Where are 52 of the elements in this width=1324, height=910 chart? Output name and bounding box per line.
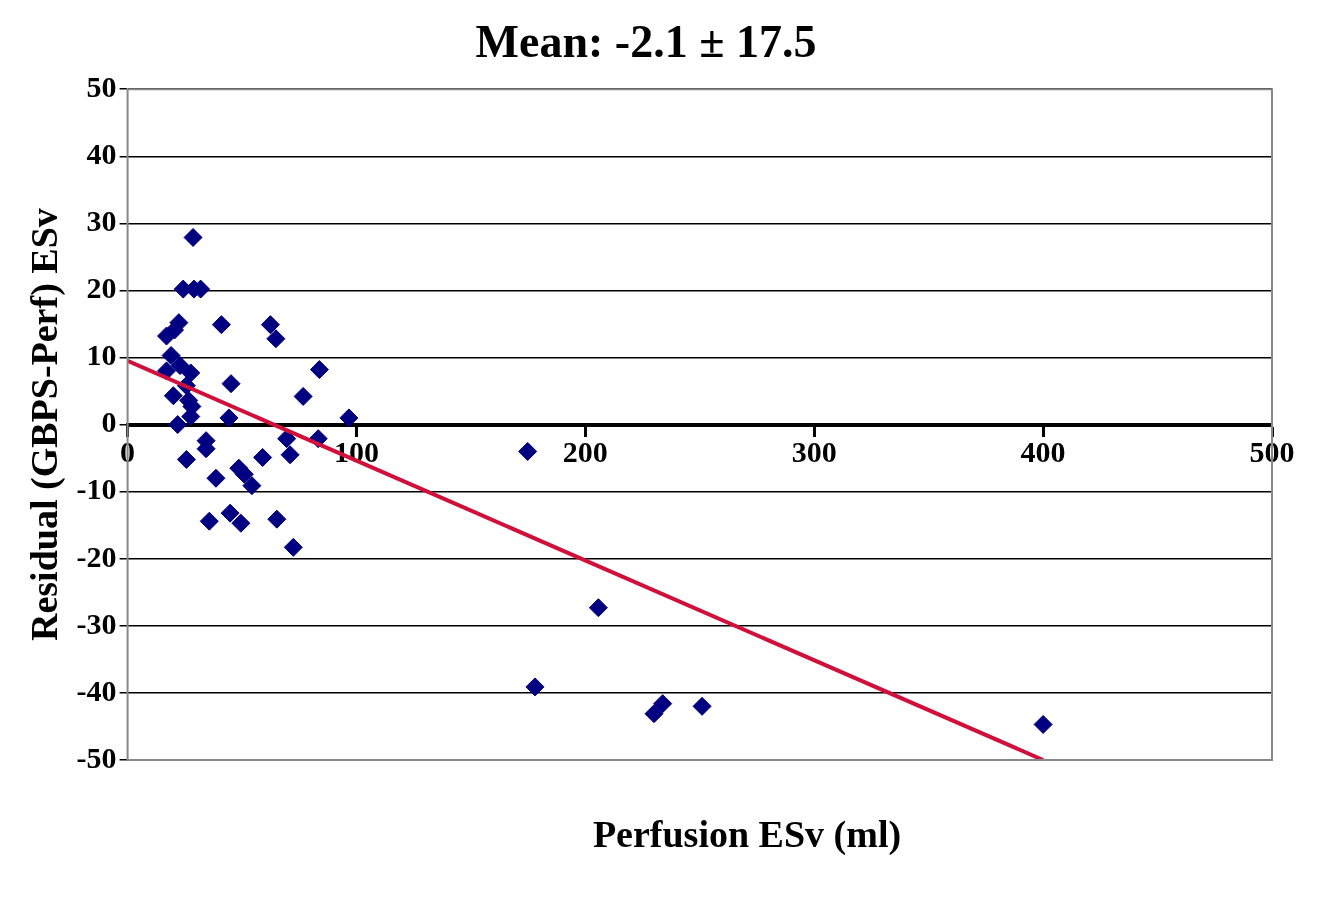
point — [220, 503, 240, 523]
x-tick-label: 500 — [1249, 435, 1295, 469]
x-axis-title: Perfusion ESv (ml) — [591, 812, 903, 856]
point — [221, 374, 241, 394]
x-tick-label: 200 — [562, 435, 608, 469]
point — [653, 694, 673, 714]
y-tick-label: -20 — [76, 539, 117, 573]
point — [168, 415, 188, 435]
point — [253, 447, 273, 467]
point — [692, 696, 712, 716]
point — [1033, 714, 1053, 734]
point — [181, 363, 201, 383]
point — [231, 513, 251, 533]
point — [176, 449, 196, 469]
point — [267, 509, 287, 529]
point — [283, 537, 303, 557]
point — [309, 360, 329, 380]
x-tick-label: 300 — [791, 435, 837, 469]
point — [234, 464, 254, 484]
point — [181, 407, 201, 427]
point — [219, 408, 239, 428]
point — [518, 441, 538, 461]
y-tick-label: 20 — [86, 271, 117, 305]
point — [163, 386, 183, 406]
y-tick-label: 0 — [101, 405, 117, 439]
x-tick-label: 400 — [1020, 435, 1066, 469]
point — [277, 429, 297, 449]
point — [293, 386, 313, 406]
y-tick-label: -40 — [76, 673, 117, 707]
point — [183, 227, 203, 247]
point — [170, 356, 190, 376]
point — [242, 476, 262, 496]
y-tick-label: 30 — [86, 204, 117, 238]
point — [260, 315, 280, 335]
y-tick-label: 50 — [86, 69, 117, 103]
y-tick-label: -50 — [76, 740, 117, 774]
point — [525, 677, 545, 697]
point — [206, 468, 226, 488]
point — [266, 329, 286, 349]
y-axis-title: Residual (GBPS-Perf) ESv — [22, 208, 66, 641]
point — [644, 704, 664, 724]
point — [280, 445, 300, 465]
point — [199, 511, 219, 531]
y-tick-label: -10 — [76, 472, 117, 506]
point — [211, 315, 231, 335]
point — [161, 346, 181, 366]
y-tick-label: -30 — [76, 606, 117, 640]
point — [339, 408, 359, 428]
y-tick-label: 10 — [86, 338, 117, 372]
y-tick-label: 40 — [86, 137, 117, 171]
chart-title: Mean: -2.1 ± 17.5 — [475, 16, 817, 68]
point — [588, 598, 608, 618]
